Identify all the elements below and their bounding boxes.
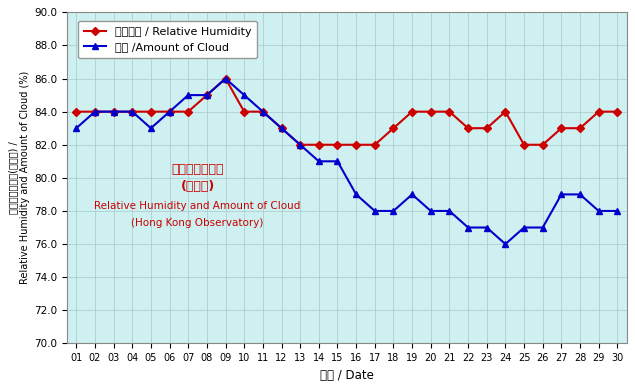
- 相對濕度 / Relative Humidity: [595, 109, 603, 114]
- Line: 雲量 /Amount of Cloud: 雲量 /Amount of Cloud: [73, 75, 621, 248]
- 雲量 /Amount of Cloud: [390, 209, 398, 213]
- 相對濕度 / Relative Humidity: [390, 126, 398, 131]
- 相對濕度 / Relative Humidity: [408, 109, 416, 114]
- 雲量 /Amount of Cloud: [110, 109, 117, 114]
- 相對濕度 / Relative Humidity: [72, 109, 80, 114]
- 相對濕度 / Relative Humidity: [147, 109, 155, 114]
- 相對濕度 / Relative Humidity: [128, 109, 136, 114]
- 相對濕度 / Relative Humidity: [333, 142, 341, 147]
- 雲量 /Amount of Cloud: [613, 209, 621, 213]
- 雲量 /Amount of Cloud: [72, 126, 80, 131]
- 雲量 /Amount of Cloud: [520, 225, 528, 230]
- 雲量 /Amount of Cloud: [371, 209, 378, 213]
- 雲量 /Amount of Cloud: [241, 93, 248, 98]
- 相對濕度 / Relative Humidity: [315, 142, 323, 147]
- 相對濕度 / Relative Humidity: [520, 142, 528, 147]
- 相對濕度 / Relative Humidity: [259, 109, 267, 114]
- 雲量 /Amount of Cloud: [576, 192, 584, 197]
- 相對濕度 / Relative Humidity: [222, 76, 229, 81]
- 相對濕度 / Relative Humidity: [352, 142, 360, 147]
- 雲量 /Amount of Cloud: [595, 209, 603, 213]
- 雲量 /Amount of Cloud: [315, 159, 323, 164]
- 雲量 /Amount of Cloud: [558, 192, 565, 197]
- 相對濕度 / Relative Humidity: [203, 93, 211, 98]
- 相對濕度 / Relative Humidity: [110, 109, 117, 114]
- 相對濕度 / Relative Humidity: [427, 109, 434, 114]
- 相對濕度 / Relative Humidity: [184, 109, 192, 114]
- 相對濕度 / Relative Humidity: [483, 126, 491, 131]
- 相對濕度 / Relative Humidity: [613, 109, 621, 114]
- 雲量 /Amount of Cloud: [166, 109, 173, 114]
- Legend: 相對濕度 / Relative Humidity, 雲量 /Amount of Cloud: 相對濕度 / Relative Humidity, 雲量 /Amount of …: [78, 21, 257, 58]
- 相對濕度 / Relative Humidity: [297, 142, 304, 147]
- 雲量 /Amount of Cloud: [128, 109, 136, 114]
- Text: 相對濕度及雲量: 相對濕度及雲量: [171, 163, 224, 176]
- 相對濕度 / Relative Humidity: [464, 126, 472, 131]
- Text: Relative Humidity and Amount of Cloud: Relative Humidity and Amount of Cloud: [95, 201, 301, 211]
- 相對濕度 / Relative Humidity: [558, 126, 565, 131]
- 雲量 /Amount of Cloud: [502, 242, 509, 246]
- 相對濕度 / Relative Humidity: [91, 109, 99, 114]
- 相對濕度 / Relative Humidity: [502, 109, 509, 114]
- 相對濕度 / Relative Humidity: [539, 142, 547, 147]
- 雲量 /Amount of Cloud: [446, 209, 453, 213]
- 雲量 /Amount of Cloud: [483, 225, 491, 230]
- 雲量 /Amount of Cloud: [297, 142, 304, 147]
- Line: 相對濕度 / Relative Humidity: 相對濕度 / Relative Humidity: [74, 76, 620, 147]
- X-axis label: 日期 / Date: 日期 / Date: [320, 369, 374, 382]
- 雲量 /Amount of Cloud: [203, 93, 211, 98]
- 相對濕度 / Relative Humidity: [277, 126, 285, 131]
- 相對濕度 / Relative Humidity: [371, 142, 378, 147]
- 相對濕度 / Relative Humidity: [166, 109, 173, 114]
- Text: (Hong Kong Observatory): (Hong Kong Observatory): [131, 218, 264, 227]
- 雲量 /Amount of Cloud: [539, 225, 547, 230]
- 相對濕度 / Relative Humidity: [446, 109, 453, 114]
- 雲量 /Amount of Cloud: [147, 126, 155, 131]
- 雲量 /Amount of Cloud: [222, 76, 229, 81]
- 雲量 /Amount of Cloud: [277, 126, 285, 131]
- 雲量 /Amount of Cloud: [184, 93, 192, 98]
- 雲量 /Amount of Cloud: [427, 209, 434, 213]
- 雲量 /Amount of Cloud: [91, 109, 99, 114]
- Text: (天文台): (天文台): [180, 180, 215, 193]
- 雲量 /Amount of Cloud: [464, 225, 472, 230]
- 雲量 /Amount of Cloud: [259, 109, 267, 114]
- 相對濕度 / Relative Humidity: [241, 109, 248, 114]
- 相對濕度 / Relative Humidity: [576, 126, 584, 131]
- 雲量 /Amount of Cloud: [352, 192, 360, 197]
- Y-axis label: 相對濕度及雲量(百分比) /
Relative Humidity and Amount of Cloud (%): 相對濕度及雲量(百分比) / Relative Humidity and Amo…: [8, 71, 30, 284]
- 雲量 /Amount of Cloud: [408, 192, 416, 197]
- 雲量 /Amount of Cloud: [333, 159, 341, 164]
